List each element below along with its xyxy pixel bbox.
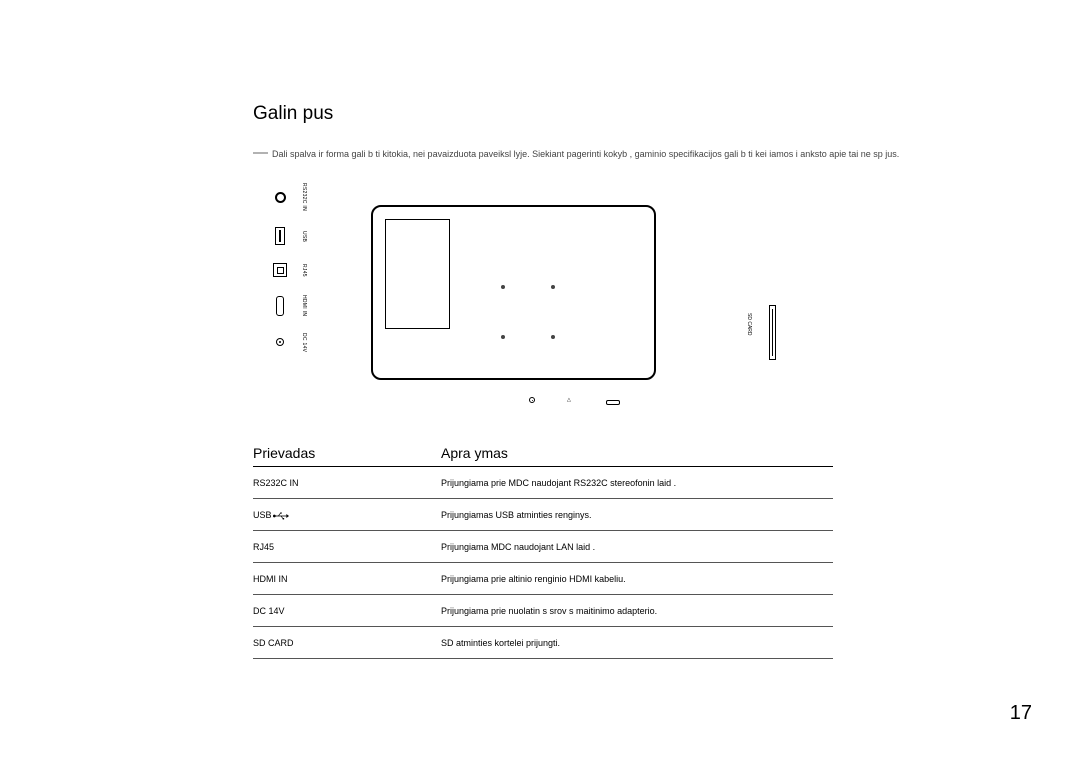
port-rs232c: RS232C IN	[271, 183, 307, 211]
port-stack: RS232C IN USB RJ45 HDMI IN DC 14V	[271, 183, 307, 368]
table-row: RS232C INPrijungiama prie MDC naudojant …	[253, 467, 833, 499]
table-row: RJ45Prijungiama MDC naudojant LAN laid .	[253, 531, 833, 563]
table-row: HDMI INPrijungiama prie altinio renginio…	[253, 563, 833, 595]
usb-port-icon	[271, 227, 289, 245]
port-label: RS232C IN	[301, 183, 307, 211]
note-row: ― Dali spalva ir forma gali b ti kitokia…	[253, 147, 1033, 161]
port-label: RJ45	[301, 264, 307, 277]
sd-card-slot-icon	[769, 305, 776, 360]
note-dash: ―	[253, 145, 268, 160]
port-name-cell: RS232C IN	[253, 478, 441, 488]
table-header: Prievadas Apra ymas	[253, 445, 833, 467]
hdmi-port-icon	[271, 297, 289, 315]
rj45-port-icon	[271, 261, 289, 279]
device-frame	[371, 205, 656, 380]
port-table: Prievadas Apra ymas RS232C INPrijungiama…	[253, 445, 833, 659]
port-usb: USB	[271, 227, 307, 245]
port-name-cell: HDMI IN	[253, 574, 441, 584]
table-row: SD CARDSD atminties kortelei prijungti.	[253, 627, 833, 659]
dc-port-icon	[271, 333, 289, 351]
bottom-slot-icon	[606, 400, 620, 405]
port-label: HDMI IN	[301, 295, 307, 316]
mount-dot	[501, 285, 505, 289]
port-desc-cell: Prijungiama MDC naudojant LAN laid .	[441, 542, 595, 552]
sd-card-label: SD CARD	[746, 313, 752, 336]
diagram-area: RS232C IN USB RJ45 HDMI IN DC 14V	[271, 183, 1033, 413]
note-text: Dali spalva ir forma gali b ti kitokia, …	[272, 147, 899, 161]
port-name-cell: DC 14V	[253, 606, 441, 616]
mount-dot	[501, 335, 505, 339]
port-name-cell: USB	[253, 510, 441, 520]
bottom-small-icon: △	[567, 397, 571, 403]
port-rj45: RJ45	[271, 261, 307, 279]
port-desc-cell: Prijungiama prie nuolatin s srov s maiti…	[441, 606, 657, 616]
port-desc-cell: SD atminties kortelei prijungti.	[441, 638, 560, 648]
mount-dot	[551, 285, 555, 289]
port-dc14v: DC 14V	[271, 333, 307, 352]
port-hdmi: HDMI IN	[271, 295, 307, 316]
port-name-cell: SD CARD	[253, 638, 441, 648]
port-desc-cell: Prijungiama prie MDC naudojant RS232C st…	[441, 478, 676, 488]
port-label: DC 14V	[301, 333, 307, 352]
rs232c-icon	[271, 188, 289, 206]
port-name-cell: RJ45	[253, 542, 441, 552]
header-port: Prievadas	[253, 445, 441, 461]
bottom-jack-icon	[529, 397, 535, 403]
page-title: Galin pus	[253, 103, 1033, 125]
table-row: USBPrijungiamas USB atminties renginys.	[253, 499, 833, 531]
port-label: USB	[301, 231, 307, 242]
inner-panel	[385, 219, 450, 329]
port-desc-cell: Prijungiama prie altinio renginio HDMI k…	[441, 574, 626, 584]
page-number: 17	[1010, 702, 1032, 725]
mount-dot	[551, 335, 555, 339]
header-desc: Apra ymas	[441, 445, 508, 461]
port-desc-cell: Prijungiamas USB atminties renginys.	[441, 510, 592, 520]
table-row: DC 14VPrijungiama prie nuolatin s srov s…	[253, 595, 833, 627]
